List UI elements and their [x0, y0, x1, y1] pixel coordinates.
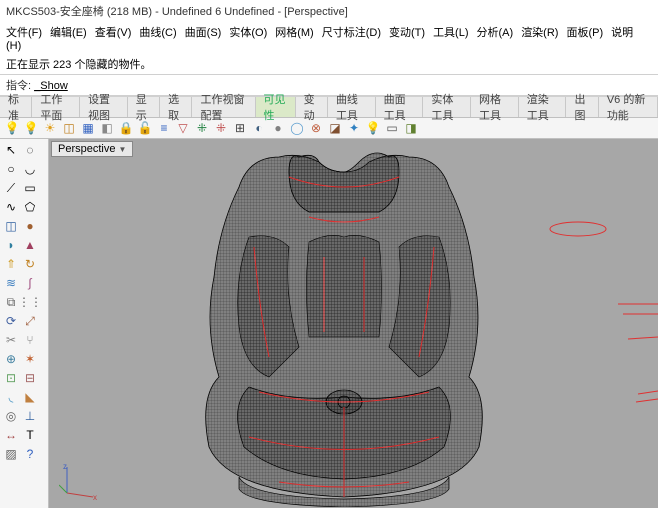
- analyze-icon[interactable]: ?: [21, 445, 39, 463]
- layer-state-icon[interactable]: ≡: [156, 120, 172, 136]
- trim-icon[interactable]: ✂: [2, 331, 20, 349]
- chamfer-icon[interactable]: ◣: [21, 388, 39, 406]
- axis-x-label: x: [93, 493, 97, 501]
- arc-icon[interactable]: ◡: [21, 160, 39, 178]
- hatch-icon[interactable]: ▨: [2, 445, 20, 463]
- tab-8[interactable]: 曲线工具: [328, 97, 376, 117]
- menu-item[interactable]: 文件(F): [6, 27, 42, 39]
- extrude-icon[interactable]: ⇑: [2, 255, 20, 273]
- tab-1[interactable]: 工作平面: [32, 97, 80, 117]
- menu-item[interactable]: 查看(V): [95, 27, 132, 39]
- menu-item[interactable]: 网格(M): [275, 27, 314, 39]
- sweep-icon[interactable]: ∫: [21, 274, 39, 292]
- menu-item[interactable]: 渲染(R): [521, 27, 558, 39]
- tab-6[interactable]: 可见性: [256, 97, 296, 117]
- menu-item[interactable]: 曲面(S): [185, 27, 222, 39]
- curve-icon[interactable]: ∿: [2, 198, 20, 216]
- viewport-label: Perspective: [58, 143, 115, 155]
- bulb-icon[interactable]: 💡: [4, 120, 20, 136]
- tab-5[interactable]: 工作视窗配置: [192, 97, 255, 117]
- tab-2[interactable]: 设置视图: [80, 97, 128, 117]
- menu-item[interactable]: 面板(P): [566, 27, 603, 39]
- text-icon[interactable]: T: [21, 426, 39, 444]
- tab-bar: 标准工作平面设置视图显示选取工作视窗配置可见性变动曲线工具曲面工具实体工具网格工…: [0, 96, 658, 118]
- array-icon[interactable]: ⋮⋮: [21, 293, 39, 311]
- cone-icon[interactable]: ▲: [21, 236, 39, 254]
- group-icon[interactable]: ⊡: [2, 369, 20, 387]
- render-icon[interactable]: ●: [270, 120, 286, 136]
- offset-icon[interactable]: ◎: [2, 407, 20, 425]
- sun-icon[interactable]: ☀: [42, 120, 58, 136]
- light-bulb-icon[interactable]: 💡: [365, 120, 381, 136]
- menu-item[interactable]: 分析(A): [477, 27, 514, 39]
- menu-item[interactable]: 实体(O): [229, 27, 267, 39]
- ghost-icon[interactable]: ◯: [289, 120, 305, 136]
- tab-10[interactable]: 实体工具: [423, 97, 471, 117]
- tab-11[interactable]: 网格工具: [471, 97, 519, 117]
- tab-3[interactable]: 显示: [128, 97, 160, 117]
- fillet-icon[interactable]: ◟: [2, 388, 20, 406]
- points-off-icon[interactable]: ⁜: [213, 120, 229, 136]
- stray-curves: [508, 139, 658, 508]
- circle-icon[interactable]: ○: [2, 160, 20, 178]
- menu-item[interactable]: 变动(T): [389, 27, 425, 39]
- ungroup-icon[interactable]: ⊟: [21, 369, 39, 387]
- menu-item[interactable]: 编辑(E): [50, 27, 87, 39]
- split-icon[interactable]: ⑂: [21, 331, 39, 349]
- menu-bar: 文件(F) 编辑(E) 查看(V) 曲线(C) 曲面(S) 实体(O) 网格(M) 尺寸标注(…: [0, 22, 658, 54]
- box-icon[interactable]: ◫: [2, 217, 20, 235]
- polyline-icon[interactable]: ⟋: [2, 179, 20, 197]
- visibility-toolbar: 💡💡☀◫▦◧🔒🔓≡▽⁜⁜⊞◐●◯⊗◪✦💡▭◨: [0, 118, 658, 139]
- window-title: MKCS503-安全座椅 (218 MB) - Undefined 6 Unde…: [0, 0, 658, 22]
- tab-7[interactable]: 变动: [296, 97, 328, 117]
- lock-icon[interactable]: 🔒: [118, 120, 134, 136]
- tab-4[interactable]: 选取: [160, 97, 192, 117]
- layers-open-icon[interactable]: ◫: [61, 120, 77, 136]
- flat-icon[interactable]: ◨: [403, 120, 419, 136]
- tab-14[interactable]: V6 的新功能: [599, 97, 658, 117]
- tab-13[interactable]: 出图: [566, 97, 598, 117]
- bulb-off-icon[interactable]: 💡: [23, 120, 39, 136]
- loft-icon[interactable]: ≋: [2, 274, 20, 292]
- clip-icon[interactable]: ◪: [327, 120, 343, 136]
- tab-0[interactable]: 标准: [0, 97, 32, 117]
- axis-z-label: z: [63, 462, 67, 471]
- lasso-icon[interactable]: ◌: [21, 141, 39, 159]
- viewport[interactable]: Perspective ▼: [49, 139, 658, 508]
- project-icon[interactable]: ⊥: [21, 407, 39, 425]
- wireframe-icon[interactable]: ⊞: [232, 120, 248, 136]
- axis-gnomon: z x: [59, 461, 99, 501]
- revolve-icon[interactable]: ↻: [21, 255, 39, 273]
- tab-12[interactable]: 渲染工具: [519, 97, 567, 117]
- sphere-icon[interactable]: ●: [21, 217, 39, 235]
- join-icon[interactable]: ⊕: [2, 350, 20, 368]
- viewport-dropdown-icon[interactable]: ▼: [118, 145, 126, 154]
- explode-icon[interactable]: ✶: [21, 350, 39, 368]
- layers-icon[interactable]: ▦: [80, 120, 96, 136]
- polygon-icon[interactable]: ⬠: [21, 198, 39, 216]
- unlock-icon[interactable]: 🔓: [137, 120, 153, 136]
- shade-icon[interactable]: ◐: [251, 120, 267, 136]
- print-display-icon[interactable]: ▭: [384, 120, 400, 136]
- model-wireframe: [159, 147, 529, 507]
- menu-item[interactable]: 尺寸标注(D): [322, 27, 381, 39]
- dim-icon[interactable]: ↔: [2, 426, 20, 444]
- rect-icon[interactable]: ▭: [21, 179, 39, 197]
- menu-item[interactable]: 工具(L): [433, 27, 468, 39]
- tab-9[interactable]: 曲面工具: [376, 97, 424, 117]
- tool-palette: ↖◌○◡⟋▭∿⬠◫●◗▲⇑↻≋∫⧉⋮⋮⟳⤢✂⑂⊕✶⊡⊟◟◣◎⊥↔T▨?: [0, 139, 49, 508]
- command-history: 正在显示 223 个隐藏的物件。: [0, 54, 658, 75]
- xray-icon[interactable]: ⊗: [308, 120, 324, 136]
- points-on-icon[interactable]: ⁜: [194, 120, 210, 136]
- cylinder-icon[interactable]: ◗: [2, 236, 20, 254]
- iso-icon[interactable]: ✦: [346, 120, 362, 136]
- filter-icon[interactable]: ▽: [175, 120, 191, 136]
- pointer-icon[interactable]: ↖: [2, 141, 20, 159]
- viewport-tab[interactable]: Perspective ▼: [51, 141, 133, 157]
- hide-icon[interactable]: ◧: [99, 120, 115, 136]
- rotate-icon[interactable]: ⟳: [2, 312, 20, 330]
- menu-item[interactable]: 曲线(C): [139, 27, 176, 39]
- scale-icon[interactable]: ⤢: [21, 312, 39, 330]
